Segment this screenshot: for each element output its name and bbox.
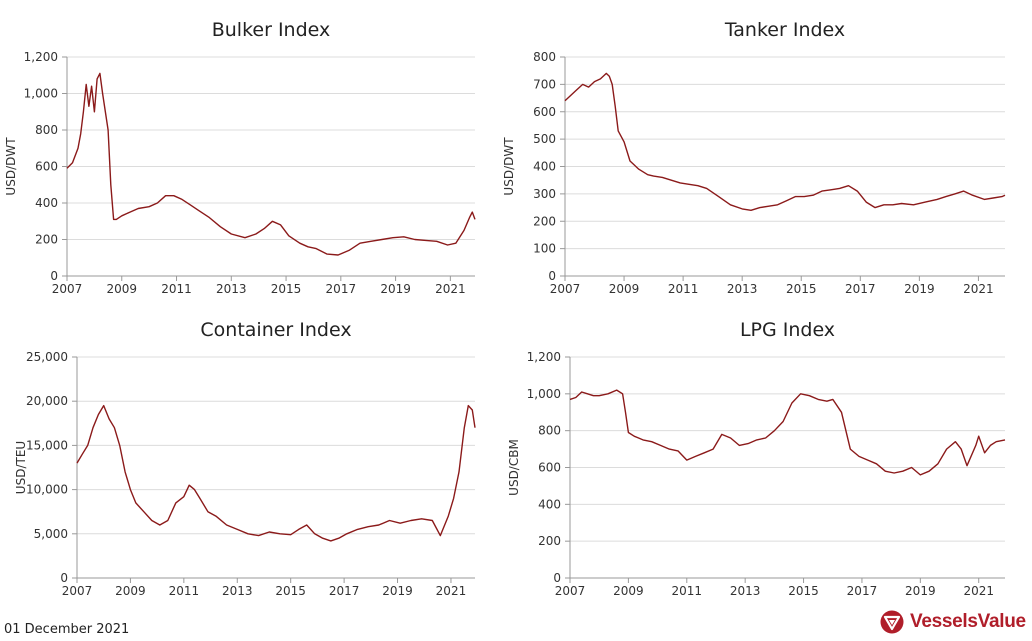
y-tick-label: 0 [553, 571, 561, 585]
x-tick-label: 2009 [115, 584, 146, 598]
y-axis-label: USD/CBM [507, 439, 521, 496]
y-tick-label: 20,000 [26, 394, 68, 408]
y-tick-label: 1,000 [24, 87, 58, 101]
y-tick-label: 200 [533, 214, 556, 228]
x-tick-label: 2007 [52, 282, 83, 296]
x-tick-label: 2007 [62, 584, 93, 598]
x-tick-label: 2015 [271, 282, 302, 296]
x-tick-label: 2013 [216, 282, 247, 296]
y-tick-label: 200 [35, 233, 58, 247]
y-tick-label: 15,000 [26, 438, 68, 452]
y-tick-label: 300 [533, 187, 556, 201]
x-tick-label: 2017 [326, 282, 357, 296]
y-axis-label: USD/DWT [4, 137, 18, 196]
y-tick-label: 1,200 [527, 350, 561, 364]
x-tick-label: 2009 [106, 282, 137, 296]
x-tick-label: 2015 [788, 584, 819, 598]
y-tick-label: 100 [533, 242, 556, 256]
y-tick-label: 600 [538, 461, 561, 475]
brand-name: VesselsValue [910, 611, 1026, 632]
vesselsvalue-logo: VesselsValue [880, 610, 1026, 634]
chart-panel-2: Tanker Index 0 100 200 300 400 500 600 700 800 200… [502, 19, 1006, 296]
x-tick-label: 2011 [668, 282, 699, 296]
x-tick-label: 2013 [730, 584, 761, 598]
x-tick-label: 2019 [905, 584, 936, 598]
y-tick-label: 600 [35, 160, 58, 174]
y-tick-label: 0 [548, 269, 556, 283]
y-tick-label: 400 [533, 160, 556, 174]
y-tick-label: 0 [50, 269, 58, 283]
chart-panel-3: Container Index 0 5,000 10,000 15,000 20,000 2… [14, 319, 476, 598]
x-tick-label: 2011 [169, 584, 200, 598]
series-line [569, 389, 1006, 476]
y-axis-label: USD/DWT [502, 137, 516, 196]
y-tick-label: 10,000 [26, 483, 68, 497]
x-tick-label: 2007 [550, 282, 581, 296]
chart-title: Container Index [200, 319, 351, 341]
series-line [564, 72, 1006, 211]
y-tick-label: 700 [533, 77, 556, 91]
chart-title: Tanker Index [724, 19, 845, 41]
x-tick-label: 2019 [382, 584, 413, 598]
x-tick-label: 2017 [845, 282, 876, 296]
report-date: 01 December 2021 [4, 622, 130, 637]
x-tick-label: 2021 [436, 584, 467, 598]
y-tick-label: 0 [60, 571, 68, 585]
x-tick-label: 2019 [380, 282, 411, 296]
x-tick-label: 2013 [727, 282, 758, 296]
chart-title: LPG Index [740, 319, 835, 341]
x-tick-label: 2011 [161, 282, 192, 296]
y-tick-label: 400 [35, 196, 58, 210]
y-tick-label: 200 [538, 534, 561, 548]
series-line [66, 72, 476, 256]
x-tick-label: 2017 [329, 584, 360, 598]
x-tick-label: 2015 [275, 584, 306, 598]
y-tick-label: 400 [538, 497, 561, 511]
y-tick-label: 800 [35, 123, 58, 137]
x-tick-label: 2009 [613, 584, 644, 598]
x-tick-label: 2021 [963, 584, 994, 598]
y-tick-label: 5,000 [34, 527, 68, 541]
y-tick-label: 800 [538, 424, 561, 438]
y-tick-label: 600 [533, 105, 556, 119]
brand-triangle-icon [880, 610, 904, 634]
x-tick-label: 2017 [847, 584, 878, 598]
series-line [76, 404, 476, 542]
y-tick-label: 25,000 [26, 350, 68, 364]
x-tick-label: 2019 [904, 282, 935, 296]
y-tick-label: 1,000 [527, 387, 561, 401]
y-tick-label: 1,200 [24, 50, 58, 64]
x-tick-label: 2021 [963, 282, 994, 296]
y-tick-label: 500 [533, 132, 556, 146]
chart-title: Bulker Index [212, 19, 331, 41]
chart-panel-4: LPG Index 0 200 400 600 800 1,000 1,200 2007 2009… [507, 319, 1006, 598]
x-tick-label: 2007 [555, 584, 586, 598]
x-tick-label: 2009 [609, 282, 640, 296]
x-tick-label: 2013 [222, 584, 253, 598]
x-tick-label: 2011 [672, 584, 703, 598]
y-axis-label: USD/TEU [14, 441, 28, 494]
chart-panel-1: Bulker Index 0 200 400 600 800 1,000 1,200 2007 2… [4, 19, 476, 296]
y-tick-label: 800 [533, 50, 556, 64]
x-tick-label: 2021 [435, 282, 466, 296]
x-tick-label: 2015 [786, 282, 817, 296]
